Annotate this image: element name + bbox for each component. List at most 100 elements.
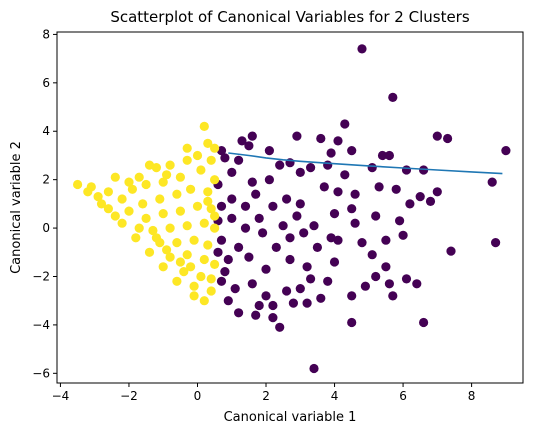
cluster-0-point [247, 279, 257, 289]
cluster-1-point [138, 199, 148, 209]
cluster-0-point [223, 254, 233, 265]
cluster-0-point [347, 146, 357, 156]
cluster-0-point [309, 363, 319, 374]
cluster-1-point [203, 138, 213, 148]
cluster-1-point [151, 163, 161, 173]
cluster-0-point [271, 242, 281, 252]
cluster-0-point [251, 189, 261, 199]
plot-frame [56, 31, 524, 384]
cluster-1-point [165, 252, 175, 262]
cluster-0-point [340, 170, 350, 180]
cluster-0-point [227, 194, 237, 204]
cluster-1-point [110, 211, 120, 221]
cluster-1-point [103, 187, 113, 197]
cluster-1-point [165, 223, 175, 233]
cluster-0-point [419, 317, 429, 328]
cluster-0-point [254, 300, 264, 311]
cluster-0-point [384, 150, 394, 161]
y-tick-label: 8 [42, 27, 50, 41]
cluster-1-point [162, 170, 172, 180]
cluster-0-point [302, 298, 312, 308]
cluster-0-point [282, 194, 292, 204]
cluster-1-point [175, 257, 185, 267]
cluster-0-point [216, 201, 227, 211]
cluster-0-point [391, 184, 401, 194]
cluster-0-point [326, 148, 336, 158]
cluster-1-point [155, 194, 165, 204]
cluster-0-point [237, 136, 247, 146]
cluster-0-point [292, 131, 302, 141]
cluster-0-point [264, 146, 274, 156]
cluster-0-point [347, 291, 357, 301]
cluster-0-point [247, 131, 257, 141]
cluster-1-point [199, 254, 209, 265]
cluster-1-point [172, 238, 182, 248]
cluster-1-point [182, 250, 192, 260]
cluster-0-point [306, 274, 316, 284]
cluster-1-point [144, 160, 155, 170]
cluster-1-point [182, 155, 192, 165]
cluster-0-point [285, 254, 295, 265]
cluster-1-point [199, 296, 209, 306]
cluster-1-point [206, 286, 216, 296]
x-tick-label: −4 [52, 389, 70, 403]
cluster-1-point [127, 184, 137, 194]
cluster-0-point [412, 279, 422, 289]
cluster-0-point [432, 131, 442, 141]
y-tick-label: 4 [42, 124, 50, 138]
cluster-1-point [175, 172, 185, 182]
cluster-0-point [299, 228, 309, 238]
cluster-0-point [234, 155, 244, 165]
y-tick-label: 0 [42, 221, 50, 235]
cluster-1-point [141, 213, 151, 223]
cluster-0-point [312, 242, 322, 252]
cluster-1-point [73, 179, 83, 190]
x-tick-label: 0 [194, 389, 202, 403]
cluster-0-point [316, 133, 326, 144]
cluster-0-point [374, 182, 384, 192]
cluster-0-point [261, 291, 271, 301]
cluster-1-point [144, 247, 155, 257]
cluster-1-point [206, 155, 216, 165]
cluster-1-point [203, 187, 213, 197]
cluster-0-point [213, 247, 223, 257]
cluster-0-point [319, 182, 329, 192]
cluster-1-point [117, 194, 127, 204]
cluster-1-point [192, 150, 203, 161]
cluster-0-point [501, 146, 511, 156]
cluster-0-point [377, 150, 388, 161]
trend-line [228, 152, 503, 175]
x-tick-label: 4 [331, 389, 339, 403]
cluster-0-point [333, 136, 343, 146]
cluster-0-point [487, 177, 497, 187]
y-tick-label: −6 [32, 366, 50, 380]
cluster-1-point [186, 262, 196, 272]
cluster-0-point [367, 163, 377, 173]
cluster-1-point [206, 274, 216, 284]
cluster-1-point [131, 233, 141, 243]
cluster-0-point [323, 160, 333, 170]
x-tick-label: 8 [468, 389, 476, 403]
cluster-1-point [83, 187, 93, 197]
cluster-0-point [388, 291, 398, 301]
cluster-1-point [179, 267, 189, 277]
cluster-1-point [141, 179, 151, 190]
cluster-0-point [401, 165, 412, 175]
cluster-1-point [117, 218, 127, 228]
cluster-0-point [295, 199, 305, 209]
cluster-0-point [251, 310, 261, 320]
cluster-1-point [196, 271, 206, 282]
cluster-0-point [398, 230, 408, 240]
cluster-0-point [230, 284, 240, 294]
cluster-0-point [292, 211, 302, 221]
cluster-1-point [158, 209, 168, 219]
cluster-0-point [285, 233, 295, 243]
cluster-0-point [443, 133, 453, 144]
cluster-0-point [216, 276, 227, 286]
cluster-0-point [227, 213, 237, 223]
cluster-0-point [360, 281, 370, 291]
cluster-0-point [223, 296, 233, 306]
cluster-1-point [124, 177, 134, 187]
cluster-1-point [162, 245, 172, 255]
cluster-1-point [182, 143, 192, 153]
